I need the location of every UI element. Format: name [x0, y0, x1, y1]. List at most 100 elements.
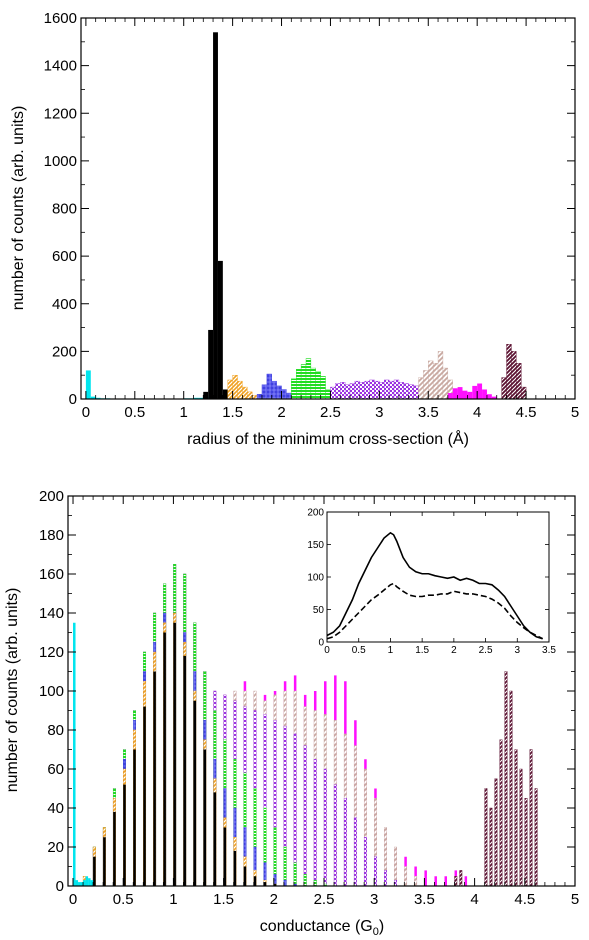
radius-bar	[354, 380, 360, 400]
radius-bar	[428, 360, 434, 400]
conductance-histogram-panel: 0 0.5 1 1.5 2 2.5 3 3.5 4 4.5 5 020406080100120140…	[4, 488, 579, 938]
conductance-histogram-bars	[73, 564, 538, 887]
inset-x-tick-label: 0.5	[352, 645, 366, 656]
radius-x-tick-label: 3	[375, 404, 383, 421]
conductance-bar	[333, 784, 337, 887]
conductance-x-tick-label: 4	[470, 891, 478, 908]
conductance-bar	[509, 690, 513, 887]
conductance-bar	[263, 882, 267, 886]
conductance-bar	[133, 749, 136, 886]
conductance-bar	[90, 880, 94, 886]
conductance-bar	[80, 882, 84, 886]
radius-y-tick-label: 400	[52, 296, 77, 313]
conductance-bar	[514, 749, 518, 887]
conductance-bar	[459, 870, 463, 887]
inset-x-tick-label: 1	[388, 645, 394, 656]
conductance-bar	[273, 884, 277, 886]
inset-y-tick-label: 200	[307, 508, 324, 519]
conductance-bar	[93, 856, 96, 886]
radius-bar	[359, 382, 365, 400]
conductance-bar	[343, 798, 347, 887]
radius-x-tick-label: 0.5	[124, 404, 145, 421]
radius-bar	[457, 387, 463, 399]
radius-bar	[384, 379, 390, 400]
conductance-x-tick-label: 4.5	[514, 891, 535, 908]
inset-x-tick-label: 2	[451, 645, 457, 656]
radius-x-axis-label: radius of the minimum cross-section (Å)	[187, 429, 469, 448]
radius-bar	[315, 371, 321, 400]
radius-y-tick-label: 800	[52, 201, 77, 218]
radius-bar	[305, 358, 312, 400]
conductance-bar	[183, 655, 186, 886]
radius-bar	[432, 363, 439, 400]
radius-bar	[369, 379, 375, 400]
conductance-bar	[163, 632, 166, 886]
radius-bar	[291, 378, 297, 400]
radius-bar	[408, 384, 414, 400]
radius-bar	[501, 377, 507, 400]
radius-bar	[335, 383, 341, 400]
inset-y-tick-label: 50	[313, 605, 325, 616]
conductance-bar	[489, 807, 493, 887]
radius-bar	[491, 396, 497, 399]
radius-x-axis: 0 0.5 1 1.5 2 2.5 3 3.5 4 4.5 5	[82, 18, 579, 421]
radius-bar	[462, 390, 468, 399]
conductance-y-tick-label: 180	[39, 527, 64, 544]
radius-y-tick-label: 600	[52, 248, 77, 265]
inset-x-tick-label: 2.5	[479, 645, 493, 656]
conductance-bar	[213, 792, 217, 886]
conductance-bar	[193, 700, 197, 886]
radius-y-tick-label: 0	[69, 391, 77, 408]
inset-y-axis: 0 50 100 150 200	[307, 508, 549, 649]
conductance-bar	[243, 866, 247, 886]
conductance-bar	[424, 870, 427, 886]
conductance-x-tick-label: 2.5	[314, 891, 335, 908]
radius-bar	[213, 32, 218, 399]
radius-bar	[237, 380, 243, 400]
conductance-bar	[434, 876, 437, 886]
radius-bar	[349, 383, 356, 400]
conductance-y-axis-label: number of counts (arb. units)	[4, 588, 21, 793]
conductance-x-tick-label: 1	[169, 891, 177, 908]
conductance-bar	[203, 749, 207, 886]
radius-bar	[393, 379, 400, 400]
radius-bar	[276, 385, 282, 400]
conductance-bar	[88, 878, 91, 886]
conductance-bar	[233, 850, 237, 886]
conductance-bar	[253, 876, 257, 886]
radius-x-tick-label: 4	[473, 404, 481, 421]
radius-bar	[442, 367, 449, 400]
radius-y-tick-label: 1000	[44, 153, 77, 170]
conductance-x-tick-label: 3	[370, 891, 378, 908]
radius-bar	[472, 385, 478, 399]
radius-bar	[521, 386, 527, 400]
radius-plot-frame	[80, 17, 576, 400]
radius-bar	[247, 391, 253, 400]
radius-bar	[340, 382, 346, 400]
radius-x-tick-label: 3.5	[418, 404, 439, 421]
radius-bar	[232, 374, 238, 400]
conductance-bar	[83, 880, 86, 886]
conductance-x-axis: 0 0.5 1 1.5 2 2.5 3 3.5 4 4.5 5	[69, 496, 579, 908]
inset-x-tick-label: 1.5	[415, 645, 429, 656]
radius-y-tick-label: 1400	[44, 58, 77, 75]
radius-histogram-bars	[85, 32, 527, 400]
radius-y-axis: 0 200 400 600 800 1000 1200 1400 1600	[44, 10, 575, 408]
radius-bar	[482, 389, 487, 399]
radius-x-tick-label: 1.5	[222, 404, 243, 421]
radius-x-tick-label: 1	[180, 404, 188, 421]
conductance-bar	[313, 759, 317, 887]
radius-bar	[281, 389, 287, 400]
radius-bar	[227, 379, 233, 400]
radius-x-tick-label: 5	[571, 404, 579, 421]
conductance-x-tick-label: 5	[571, 891, 579, 908]
radius-bar	[344, 384, 351, 400]
inset-x-axis: 0 0.5 1 1.5 2 2.5 3 3.5	[324, 512, 556, 656]
conductance-y-tick-label: 20	[47, 839, 64, 856]
radius-histogram-panel: 0 0.5 1 1.5 2 2.5 3 3.5 4 4.5 5 0 200 400 600 800 1000 1…	[10, 10, 579, 448]
inset-lines	[326, 531, 544, 640]
inset-y-tick-label: 150	[307, 540, 324, 551]
conductance-y-tick-label: 100	[39, 683, 64, 700]
conductance-bar	[494, 778, 498, 887]
